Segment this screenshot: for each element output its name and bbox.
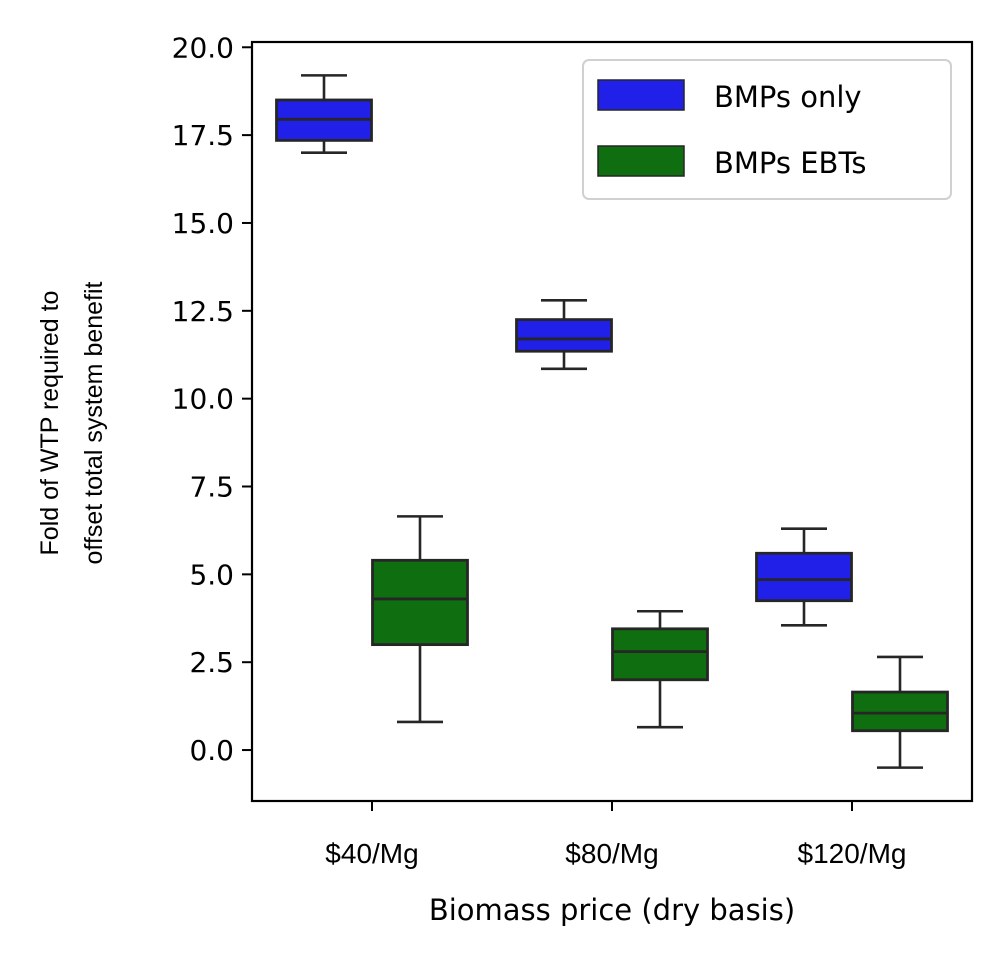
box-body [755,551,853,603]
box-body [371,558,469,647]
x-tick-label: $40/Mg [325,838,418,869]
series-1 [275,74,853,627]
x-tick-label: $120/Mg [798,838,907,869]
y-axis-title-line-2: offset total system benefit [80,281,108,564]
x-tick-label: $80/Mg [565,838,658,869]
box-body [515,318,613,353]
y-axis-title-line-1: Fold of WTP required to [36,291,64,556]
legend-label: BMPs EBTs [714,146,866,180]
series-2 [371,515,949,769]
y-tick-label: 17.5 [172,119,234,152]
box-body [611,627,709,682]
y-axis-title: Fold of WTP required to offset total sys… [36,281,108,564]
legend-swatch [597,79,685,111]
box-1-1 [275,74,373,154]
box-2-3 [851,655,949,769]
legend-label: BMPs only [714,80,862,114]
box-body [851,690,949,733]
legend: BMPs only BMPs EBTs [582,59,952,200]
y-tick-label: 7.5 [189,471,234,504]
x-axis-title: Biomass price (dry basis) [429,893,795,927]
box-2-1 [371,515,469,724]
y-tick-label: 2.5 [189,646,234,679]
box-1-2 [515,298,613,371]
legend-swatch [597,145,685,177]
box-2-2 [611,609,709,729]
y-tick-label: 10.0 [172,383,234,416]
y-tick-label: 15.0 [172,207,234,240]
y-tick-label: 0.0 [189,734,234,767]
y-tick-label: 20.0 [172,31,234,64]
y-tick-label: 12.5 [172,295,234,328]
box-1-3 [755,527,853,627]
y-tick-label: 5.0 [189,558,234,591]
plot-area: 0.0 2.5 5.0 7.5 10.0 12.5 15.0 17.5 20.0 $40/Mg $8… [172,31,974,869]
